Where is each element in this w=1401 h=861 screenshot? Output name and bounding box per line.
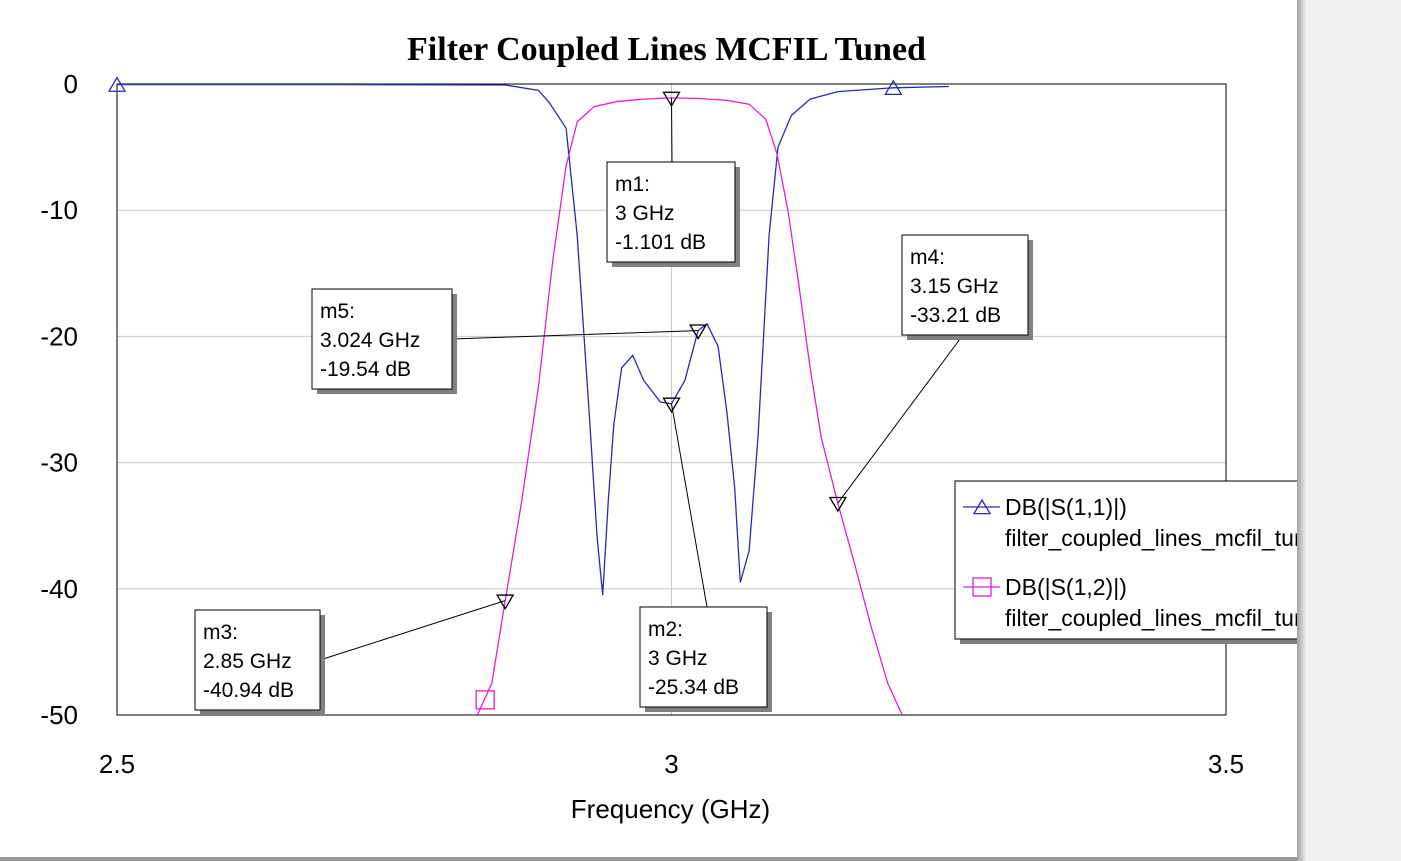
marker-frequency: 2.85 GHz — [203, 650, 292, 673]
legend — [954, 480, 1297, 640]
legend-series-source: filter_coupled_lines_mcfil_tune — [1005, 605, 1297, 631]
legend-symbol-square — [972, 577, 992, 597]
marker-value: -33.21 dB — [910, 304, 1001, 327]
marker-frequency: 3.024 GHz — [320, 329, 420, 352]
y-tick-label: -10 — [40, 195, 78, 225]
marker-value: -25.34 dB — [648, 676, 739, 699]
marker-leader — [671, 97, 673, 163]
plot-window: Filter Coupled Lines MCFIL Tuned 0 -10 -20 -… — [40, 31, 1297, 824]
legend-series-source: filter_coupled_lines_mcfil_tune — [1005, 525, 1297, 551]
marker-symbol — [688, 324, 708, 340]
legend-series-name: DB(|S(1,1)|) — [1005, 494, 1127, 520]
chart: Filter Coupled Lines MCFIL Tuned 0 -10 -20 -… — [40, 31, 1297, 824]
chart-title: Filter Coupled Lines MCFIL Tuned — [407, 31, 926, 68]
marker-name: m1: — [615, 173, 650, 196]
marker-name: m5: — [320, 300, 355, 323]
series-line-1 — [476, 97, 903, 715]
x-tick-label: 3.5 — [1208, 749, 1244, 779]
y-tick-label: -20 — [40, 321, 78, 351]
marker-symbol — [662, 91, 681, 108]
marker-value: -40.94 dB — [203, 679, 294, 702]
marker-box — [606, 161, 736, 263]
bottom-border — [0, 857, 1297, 861]
y-tick-label: -40 — [40, 574, 78, 604]
marker-leader — [319, 600, 506, 661]
marker-name: m2: — [648, 618, 683, 641]
marker-value: -19.54 dB — [320, 358, 411, 381]
marker-frequency: 3 GHz — [615, 202, 675, 225]
marker-value: -1.101 dB — [615, 231, 706, 254]
marker-frequency: 3 GHz — [648, 647, 708, 670]
marker-leader — [671, 403, 708, 608]
marker-box — [901, 234, 1029, 336]
marker-box — [639, 606, 768, 708]
marker-leader — [451, 330, 699, 340]
right-panel — [1297, 0, 1401, 861]
series-symbol-square — [475, 690, 495, 710]
series-symbol-triangle — [884, 79, 903, 96]
y-tick-label: 0 — [64, 69, 78, 99]
series-symbol-triangle — [107, 76, 127, 92]
x-tick-label: 2.5 — [99, 749, 135, 779]
legend-symbol-triangle — [972, 498, 992, 515]
marker-symbol — [496, 594, 515, 610]
y-tick-label: -50 — [40, 700, 78, 730]
legend-series-name: DB(|S(1,2)|) — [1005, 574, 1127, 600]
marker-box — [194, 609, 321, 711]
x-tick-label: 3 — [664, 749, 678, 779]
plot-frame — [116, 83, 1227, 716]
x-axis-label: Frequency (GHz) — [571, 794, 770, 824]
splitter[interactable] — [1297, 0, 1305, 861]
marker-name: m3: — [203, 621, 238, 644]
marker-frequency: 3.15 GHz — [910, 275, 999, 298]
marker-name: m4: — [910, 246, 945, 269]
marker-symbol — [828, 496, 847, 513]
marker-symbol — [662, 397, 681, 414]
marker-leader — [837, 334, 964, 504]
y-tick-label: -30 — [40, 448, 78, 478]
marker-box — [311, 288, 453, 390]
